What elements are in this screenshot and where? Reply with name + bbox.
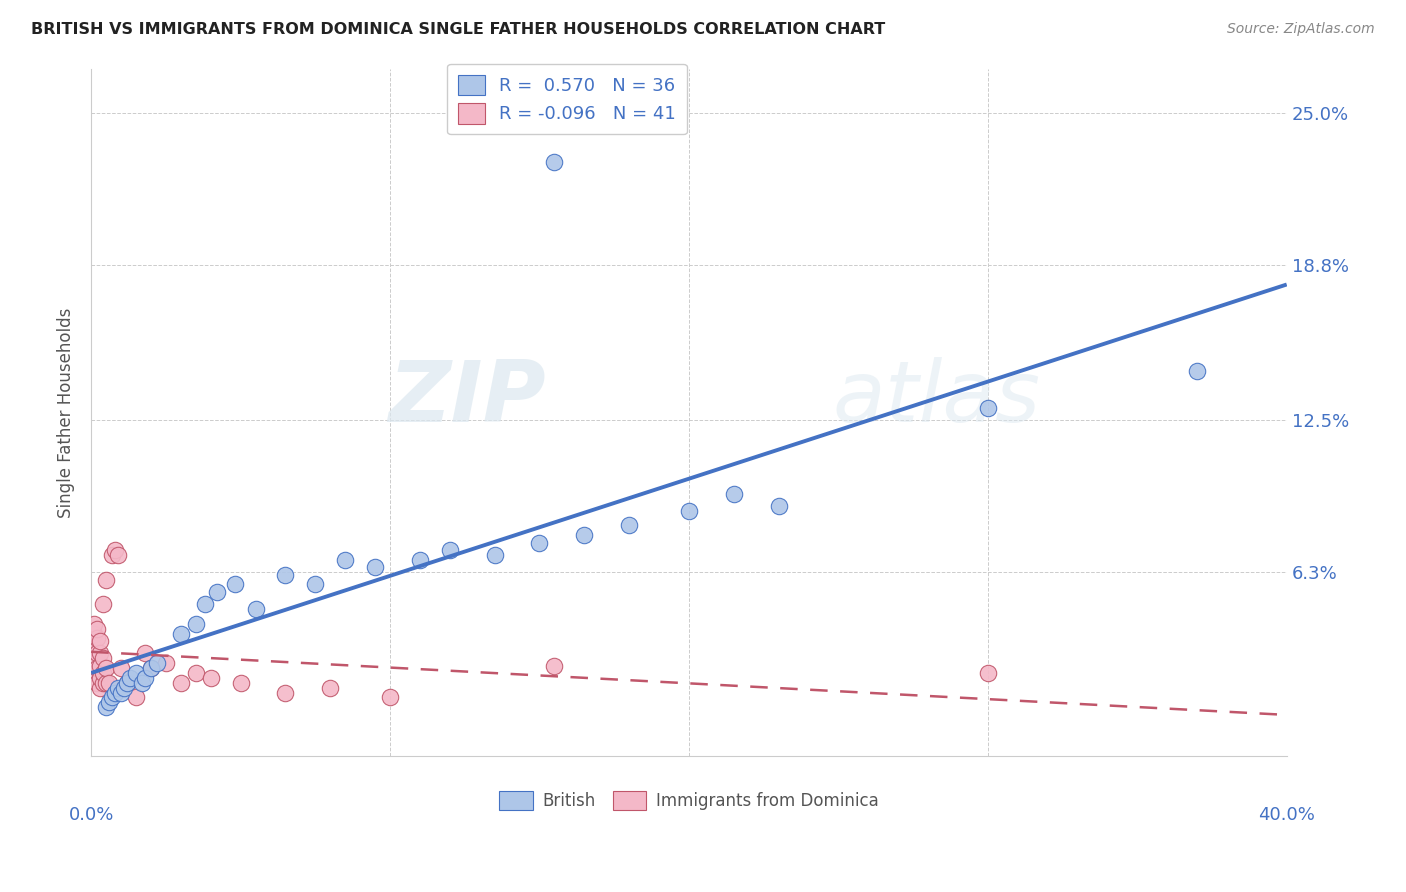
- Point: [484, 548, 506, 562]
- Point: [678, 504, 700, 518]
- Point: [335, 553, 357, 567]
- Point: [91, 651, 114, 665]
- Point: [89, 634, 111, 648]
- Point: [155, 656, 177, 670]
- Point: [139, 661, 162, 675]
- Point: [134, 671, 156, 685]
- Point: [115, 675, 138, 690]
- Text: Source: ZipAtlas.com: Source: ZipAtlas.com: [1227, 22, 1375, 37]
- Point: [543, 154, 565, 169]
- Point: [529, 535, 551, 549]
- Point: [107, 548, 129, 562]
- Point: [101, 548, 124, 562]
- Point: [98, 695, 121, 709]
- Point: [274, 567, 297, 582]
- Point: [200, 671, 222, 685]
- Text: atlas: atlas: [832, 357, 1040, 441]
- Point: [86, 622, 108, 636]
- Point: [94, 675, 117, 690]
- Point: [94, 661, 117, 675]
- Point: [245, 602, 267, 616]
- Point: [304, 577, 326, 591]
- Point: [139, 661, 162, 675]
- Point: [110, 661, 132, 675]
- Point: [205, 584, 228, 599]
- Point: [134, 646, 156, 660]
- Point: [229, 675, 252, 690]
- Point: [409, 553, 432, 567]
- Point: [83, 626, 105, 640]
- Point: [274, 685, 297, 699]
- Point: [977, 401, 1000, 415]
- Point: [98, 675, 121, 690]
- Text: BRITISH VS IMMIGRANTS FROM DOMINICA SINGLE FATHER HOUSEHOLDS CORRELATION CHART: BRITISH VS IMMIGRANTS FROM DOMINICA SING…: [31, 22, 886, 37]
- Point: [94, 700, 117, 714]
- Legend: British, Immigrants from Dominica: British, Immigrants from Dominica: [492, 784, 886, 817]
- Point: [617, 518, 640, 533]
- Point: [378, 690, 401, 705]
- Point: [364, 560, 387, 574]
- Point: [125, 690, 148, 705]
- Point: [184, 665, 207, 680]
- Point: [104, 685, 127, 699]
- Point: [83, 651, 105, 665]
- Point: [107, 681, 129, 695]
- Point: [146, 656, 169, 670]
- Point: [89, 681, 111, 695]
- Point: [112, 681, 135, 695]
- Point: [91, 665, 114, 680]
- Point: [439, 543, 461, 558]
- Point: [110, 685, 132, 699]
- Point: [184, 616, 207, 631]
- Text: 0.0%: 0.0%: [69, 805, 114, 823]
- Point: [91, 675, 114, 690]
- Point: [86, 661, 108, 675]
- Point: [170, 626, 193, 640]
- Point: [86, 675, 108, 690]
- Text: ZIP: ZIP: [388, 357, 546, 441]
- Point: [104, 543, 127, 558]
- Text: 40.0%: 40.0%: [1258, 805, 1315, 823]
- Point: [89, 646, 111, 660]
- Point: [319, 681, 342, 695]
- Point: [115, 675, 138, 690]
- Point: [170, 675, 193, 690]
- Point: [86, 646, 108, 660]
- Point: [89, 671, 111, 685]
- Point: [574, 528, 596, 542]
- Point: [86, 632, 108, 646]
- Point: [125, 665, 148, 680]
- Point: [224, 577, 246, 591]
- Point: [543, 658, 565, 673]
- Point: [977, 665, 1000, 680]
- Point: [83, 616, 105, 631]
- Y-axis label: Single Father Households: Single Father Households: [58, 307, 75, 517]
- Point: [118, 671, 141, 685]
- Point: [194, 597, 217, 611]
- Point: [1185, 364, 1208, 378]
- Point: [723, 486, 745, 500]
- Point: [768, 499, 790, 513]
- Point: [89, 658, 111, 673]
- Point: [131, 675, 153, 690]
- Point: [83, 665, 105, 680]
- Point: [94, 573, 117, 587]
- Point: [91, 597, 114, 611]
- Point: [101, 690, 124, 705]
- Point: [83, 641, 105, 656]
